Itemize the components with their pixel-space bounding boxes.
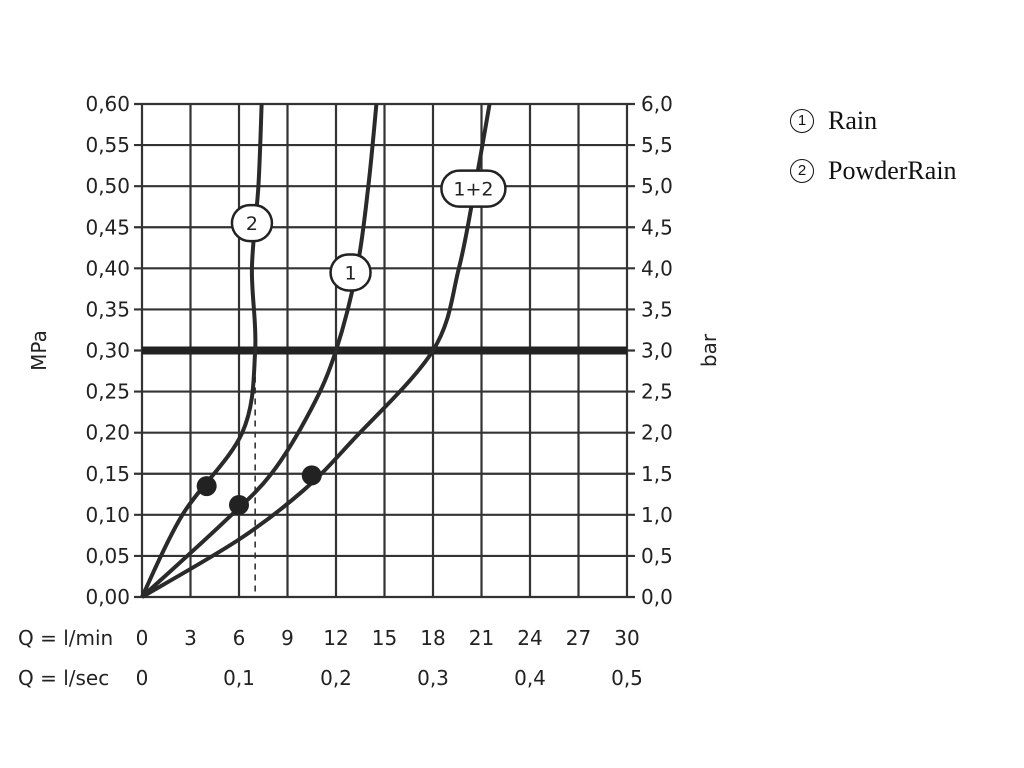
- y-tick-label: 0,45: [85, 215, 130, 239]
- y2-tick-label: 5,5: [641, 133, 673, 157]
- legend-item-powderrain: 2 PowderRain: [790, 146, 957, 196]
- y2-tick-label: 3,0: [641, 339, 673, 363]
- operating-point-marker: [196, 476, 217, 497]
- reference-drops: [254, 354, 434, 597]
- chart-labels: 0,000,050,100,150,200,250,300,350,400,45…: [18, 92, 721, 690]
- y-tick-label: 0,50: [85, 174, 130, 198]
- x-tick-label-lmin: 9: [281, 626, 294, 650]
- legend-number: 1: [790, 109, 814, 133]
- x-tick-label-lmin: 27: [566, 626, 591, 650]
- series-line: [140, 103, 264, 598]
- y2-tick-label: 5,0: [641, 174, 673, 198]
- y2-axis-label: bar: [697, 333, 721, 367]
- y-tick-label: 0,60: [85, 92, 130, 116]
- y2-tick-label: 2,5: [641, 380, 673, 404]
- x-tick-label-lsec: 0,1: [223, 666, 255, 690]
- series-label-bubble: [230, 203, 274, 243]
- y-tick-label: 0,10: [85, 503, 130, 527]
- legend-number: 2: [790, 159, 814, 183]
- y2-tick-label: 3,5: [641, 297, 673, 321]
- x-tick-label-lmin: 12: [323, 626, 348, 650]
- x-tick-label-lsec: 0: [136, 666, 149, 690]
- y-tick-label: 0,35: [85, 297, 130, 321]
- y2-tick-label: 1,0: [641, 503, 673, 527]
- series-line: [140, 103, 379, 599]
- y2-tick-label: 0,0: [641, 585, 673, 609]
- legend-item-rain: 1 Rain: [790, 96, 957, 146]
- series-label-text: 2: [246, 213, 258, 235]
- y-tick-label: 0,00: [85, 585, 130, 609]
- x-tick-label-lsec: 0,4: [514, 666, 546, 690]
- y-tick-label: 0,20: [85, 421, 130, 445]
- y-tick-label: 0,15: [85, 462, 130, 486]
- operating-point-marker: [301, 465, 322, 486]
- x-tick-label-lmin: 30: [614, 626, 639, 650]
- y-tick-label: 0,25: [85, 380, 130, 404]
- operating-point-marker: [229, 494, 249, 515]
- x-tick-label-lmin: 24: [517, 626, 542, 650]
- x-tick-label-lsec: 0,3: [417, 666, 449, 690]
- x-tick-label-lmin: 3: [184, 626, 197, 650]
- x-tick-label-lmin: 21: [469, 626, 494, 650]
- legend-label: PowderRain: [828, 156, 957, 185]
- x-row-label-lsec: Q = l/sec: [18, 666, 109, 690]
- y-axis-label: MPa: [27, 330, 51, 371]
- series-label-bubble: [329, 253, 372, 292]
- x-tick-label-lmin: 6: [233, 626, 246, 650]
- y2-tick-label: 4,0: [641, 256, 673, 280]
- series-label-bubble: [440, 169, 507, 208]
- y-tick-label: 0,30: [85, 339, 130, 363]
- chart-series: 2 1 1+2: [140, 103, 507, 599]
- x-tick-label-lmin: 0: [136, 626, 149, 650]
- chart-grid: [134, 102, 635, 599]
- y2-tick-label: 2,0: [641, 421, 673, 445]
- legend: 1 Rain 2 PowderRain: [790, 96, 957, 196]
- y2-tick-label: 0,5: [641, 544, 673, 568]
- x-tick-label-lsec: 0,2: [320, 666, 352, 690]
- y-tick-label: 0,55: [85, 133, 130, 157]
- y2-tick-label: 4,5: [641, 215, 673, 239]
- legend-label: Rain: [828, 106, 878, 135]
- y2-tick-label: 1,5: [641, 462, 673, 486]
- x-tick-label-lmin: 15: [372, 626, 397, 650]
- y-tick-label: 0,40: [85, 256, 130, 280]
- y2-tick-label: 6,0: [641, 92, 673, 116]
- x-tick-label-lsec: 0,5: [611, 666, 643, 690]
- y-tick-label: 0,05: [85, 544, 130, 568]
- series-label-text: 1+2: [453, 179, 493, 201]
- x-row-label-lmin: Q = l/min: [18, 626, 113, 650]
- x-tick-label-lmin: 18: [420, 626, 445, 650]
- series-label-text: 1: [345, 262, 357, 284]
